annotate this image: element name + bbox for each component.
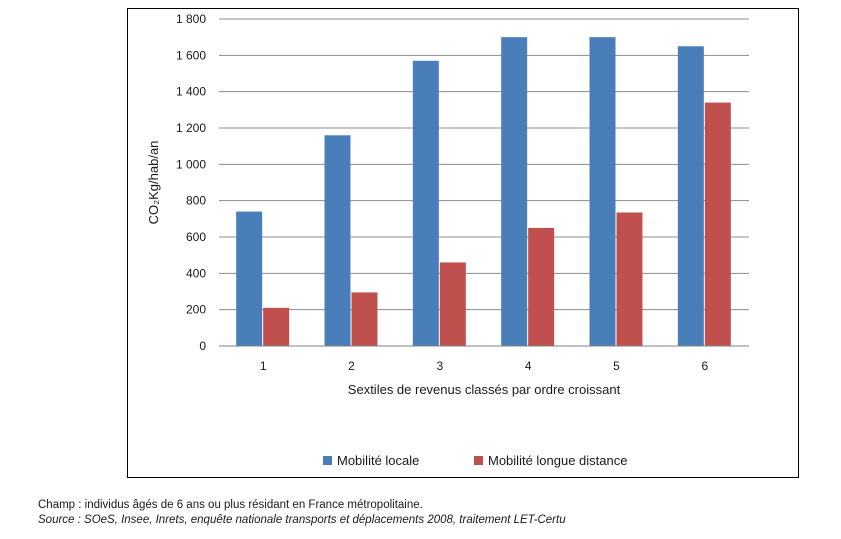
- x-tick-label: 4: [525, 359, 532, 373]
- y-tick-label: 1 800: [176, 12, 206, 26]
- legend-swatch: [323, 456, 332, 465]
- y-tick-label: 0: [199, 339, 206, 353]
- legend-label: Mobilité locale: [337, 453, 419, 468]
- y-tick-label: 1 400: [176, 85, 206, 99]
- legend-item: Mobilité locale: [323, 453, 419, 468]
- bar-mobilite-longue-distance: [616, 212, 643, 346]
- x-tick-label: 5: [613, 359, 620, 373]
- bar-mobilite-locale: [677, 46, 704, 346]
- gridlines: [219, 18, 749, 311]
- x-axis-ticks: 1 2 3 4 5 6: [260, 359, 709, 373]
- y-tick-label: 1 000: [176, 157, 206, 171]
- legend-item: Mobilité longue distance: [474, 453, 627, 468]
- bar-mobilite-longue-distance: [263, 307, 290, 346]
- chart-frame: [127, 8, 799, 478]
- x-axis-title: Sextiles de revenus classés par ordre cr…: [348, 382, 621, 397]
- figure-notes: Champ : individus âgés de 6 ans ou plus …: [38, 498, 566, 528]
- legend-swatch: [474, 456, 483, 465]
- bar-mobilite-locale: [501, 37, 528, 347]
- y-tick-label: 1 600: [176, 48, 206, 62]
- y-tick-label: 1 200: [176, 121, 206, 135]
- bars: [236, 37, 731, 347]
- source-note: Source : SOeS, Insee, Inrets, enquête na…: [38, 514, 566, 526]
- bar-mobilite-locale: [236, 211, 263, 346]
- bar-mobilite-longue-distance: [704, 102, 731, 346]
- bar-mobilite-longue-distance: [528, 227, 555, 346]
- y-tick-label: 800: [186, 194, 206, 208]
- y-tick-label: 600: [186, 230, 206, 244]
- legend-label: Mobilité longue distance: [488, 453, 627, 468]
- bar-mobilite-longue-distance: [439, 262, 466, 346]
- x-tick-label: 3: [436, 359, 443, 373]
- bar-mobilite-longue-distance: [351, 292, 378, 346]
- legend: Mobilité locale Mobilité longue distance: [323, 453, 627, 468]
- y-axis-title: CO₂Kg/hab/an: [146, 141, 161, 225]
- bar-mobilite-locale: [412, 60, 439, 347]
- y-tick-label: 400: [186, 266, 206, 280]
- champ-note: Champ : individus âgés de 6 ans ou plus …: [38, 499, 423, 511]
- y-tick-label: 200: [186, 303, 206, 317]
- x-tick-label: 6: [701, 359, 708, 373]
- y-axis-ticks: 0 200 400 600 800 1 000 1 200 1 400 1 600 1 800: [176, 12, 206, 353]
- bar-mobilite-locale: [324, 135, 351, 346]
- bar-mobilite-locale: [589, 37, 616, 347]
- x-tick-label: 2: [348, 359, 355, 373]
- x-tick-label: 1: [260, 359, 267, 373]
